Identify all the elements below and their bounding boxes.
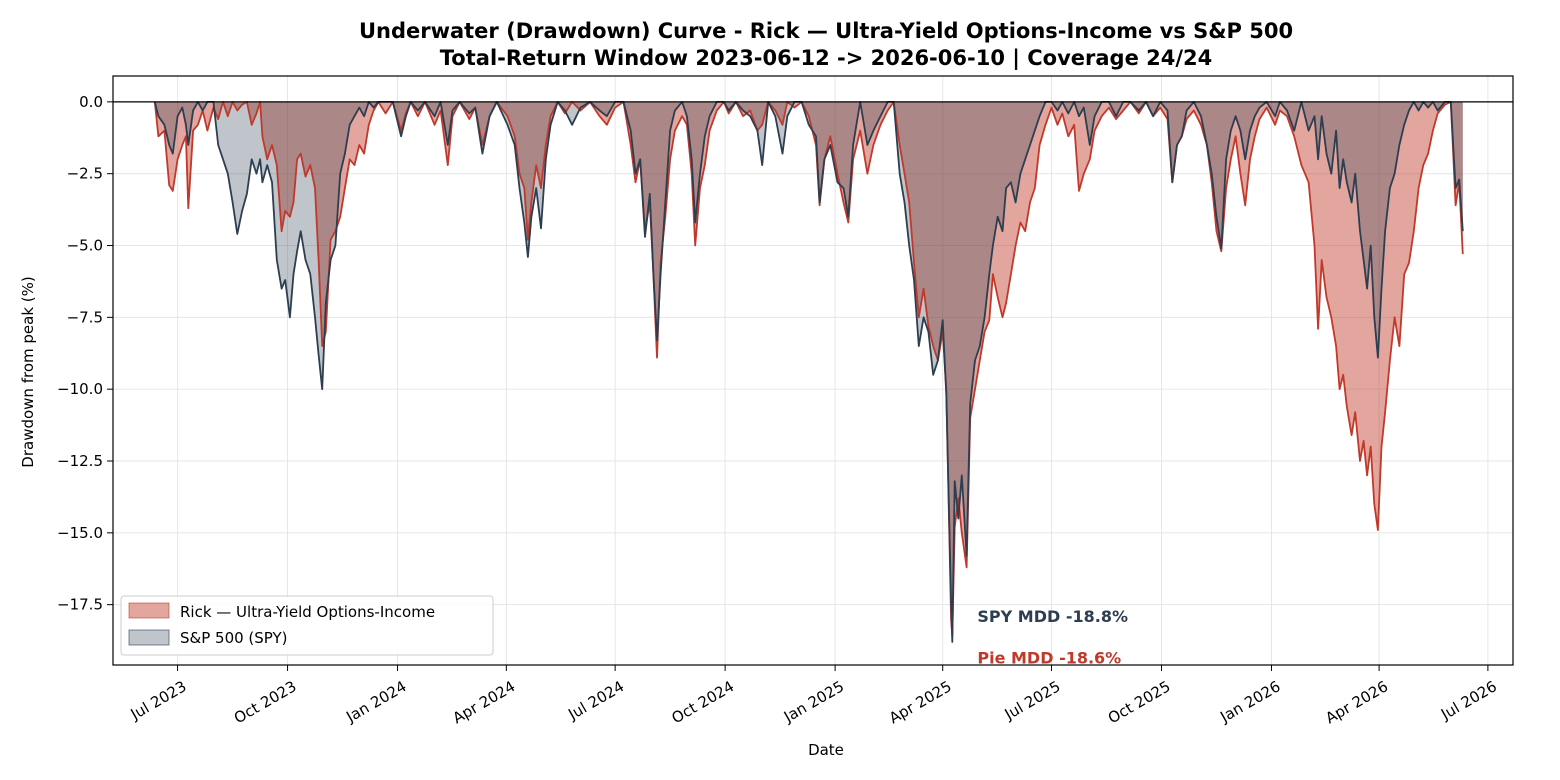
y-tick-label: 0.0 (79, 93, 103, 111)
x-tick-label: Jul 2024 (564, 677, 627, 724)
x-tick-label: Oct 2023 (231, 677, 300, 727)
y-tick-label: −12.5 (57, 452, 103, 470)
y-axis-ticks: 0.0 −2.5 −5.0 −7.5 −10.0 −12.5 −15.0 −17.5 (57, 93, 113, 614)
legend-label-spy: S&P 500 (SPY) (180, 629, 288, 647)
x-tick-label: Oct 2025 (1105, 677, 1174, 727)
legend-box (120, 595, 494, 656)
legend: Rick — Ultra-Yield Options-Income S&P 50… (120, 595, 494, 656)
x-tick-label: Jan 2026 (1216, 677, 1283, 726)
annotation-1: Pie MDD -18.6% (977, 649, 1121, 668)
x-tick-label: Jan 2024 (342, 677, 409, 726)
x-tick-label: Apr 2026 (1322, 677, 1391, 727)
legend-swatch-rick (128, 602, 170, 619)
series-line-0 (153, 101, 1464, 638)
y-tick-label: −10.0 (57, 380, 103, 398)
chart-title-line2: Total-Return Window 2023-06-12 -> 2026-0… (440, 46, 1212, 71)
x-tick-label: Apr 2024 (450, 677, 519, 727)
annotation-0: SPY MDD -18.8% (977, 607, 1128, 626)
x-tick-label: Apr 2025 (886, 677, 955, 727)
x-tick-label: Jul 2025 (1001, 677, 1064, 724)
x-axis-ticks: Jul 2023 Oct 2023 Jan 2024 Apr 2024 Jul 2024… (127, 665, 1500, 727)
x-axis-label: Date (808, 741, 844, 759)
mdd-annotations: SPY MDD -18.8% Pie MDD -18.6% (977, 607, 1128, 668)
x-tick-label: Jul 2023 (127, 677, 190, 724)
y-axis-label: Drawdown from peak (%) (19, 276, 37, 467)
y-tick-label: −17.5 (57, 596, 103, 614)
series-fill-0 (154, 101, 1463, 637)
y-tick-label: −7.5 (67, 308, 103, 326)
y-tick-label: −2.5 (67, 165, 103, 183)
plot-frame (112, 75, 1514, 666)
x-tick-label: Jul 2026 (1437, 677, 1500, 724)
series-fill-1 (154, 101, 1463, 643)
y-tick-label: −5.0 (67, 237, 103, 255)
x-tick-label: Jan 2025 (780, 677, 847, 726)
chart-title-line1: Underwater (Drawdown) Curve - Rick — Ult… (359, 19, 1293, 43)
y-tick-label: −15.0 (57, 524, 103, 542)
series-line-1 (153, 101, 1464, 643)
legend-label-rick: Rick — Ultra-Yield Options-Income (180, 603, 435, 621)
x-tick-label: Oct 2024 (668, 677, 737, 727)
legend-swatch-spy (128, 629, 170, 646)
series-areas (153, 101, 1464, 643)
